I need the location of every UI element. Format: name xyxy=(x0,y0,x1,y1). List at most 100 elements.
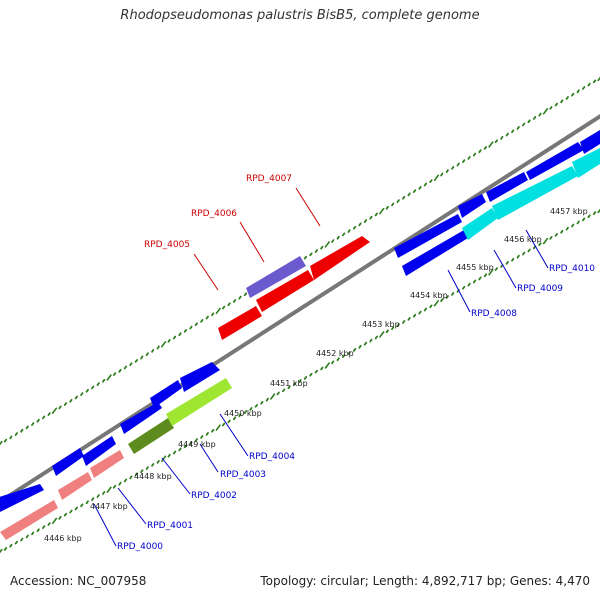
scale-tick xyxy=(309,252,313,257)
scale-tick xyxy=(183,328,188,333)
scale-tick xyxy=(500,135,504,140)
gene-arrow[interactable] xyxy=(0,500,58,540)
scale-tick xyxy=(265,397,269,402)
gene-arrow[interactable] xyxy=(572,148,600,178)
genome-summary-text: Topology: circular; Length: 4,892,717 bp… xyxy=(260,574,590,588)
gene-arrow[interactable] xyxy=(166,378,232,426)
scale-tick xyxy=(63,402,68,406)
gene-arrow[interactable] xyxy=(580,130,600,154)
scale-label: 4452 kbp xyxy=(316,349,354,358)
gene-arrow[interactable] xyxy=(180,362,220,392)
scale-tick xyxy=(374,212,379,217)
gene-label-rpd-4006[interactable]: RPD_4006 xyxy=(191,209,237,219)
scale-tick xyxy=(3,547,8,551)
scale-tick xyxy=(423,307,428,312)
gene-label-rpd-4004[interactable]: RPD_4004 xyxy=(249,452,295,462)
scale-tick xyxy=(418,185,422,190)
scale-label: 4454 kbp xyxy=(410,291,448,300)
scale-tick xyxy=(331,360,335,365)
scale-tick xyxy=(215,307,221,315)
gene-arrow[interactable] xyxy=(462,208,498,240)
gene-label-rpd-4000[interactable]: RPD_4000 xyxy=(117,542,163,552)
scale-tick xyxy=(461,159,466,164)
scale-tick xyxy=(571,92,575,97)
gene-label-rpd-4002[interactable]: RPD_4002 xyxy=(191,491,237,501)
gene-arrow[interactable] xyxy=(82,436,116,466)
scale-tick xyxy=(31,422,35,426)
scale-tick xyxy=(401,195,406,200)
scale-tick xyxy=(532,116,537,120)
scale-label: 4451 kbp xyxy=(270,379,308,388)
scale-tick xyxy=(112,484,117,489)
gene-arrow[interactable] xyxy=(402,230,468,276)
gene-arrow[interactable] xyxy=(120,402,162,434)
gene-label-rpd-4009[interactable]: RPD_4009 xyxy=(517,284,563,294)
scale-tick xyxy=(309,372,313,377)
scale-tick xyxy=(505,132,509,137)
gene-arrow[interactable] xyxy=(0,484,44,512)
gene-label-rpd-4010[interactable]: RPD_4010 xyxy=(549,264,595,274)
scale-tick xyxy=(118,481,122,486)
scale-tick xyxy=(396,199,400,204)
scale-tick xyxy=(440,172,444,177)
scale-tick xyxy=(511,257,515,262)
scale-label: 4450 kbp xyxy=(224,409,262,418)
scale-tick xyxy=(407,192,411,197)
scale-tick xyxy=(36,528,40,533)
scale-tick xyxy=(412,189,417,194)
scale-tick xyxy=(347,351,351,355)
gene-arrow[interactable] xyxy=(128,418,174,454)
gene-label-rpd-4003[interactable]: RPD_4003 xyxy=(220,470,266,480)
scale-tick xyxy=(358,222,362,227)
scale-tick xyxy=(151,348,155,353)
scale-tick xyxy=(205,431,209,436)
scale-tick xyxy=(156,345,160,350)
gene-arrow[interactable] xyxy=(526,142,584,180)
scale-tick xyxy=(238,413,242,418)
gene-arrow[interactable] xyxy=(310,236,370,280)
gene-label-rpd-4007[interactable]: RPD_4007 xyxy=(246,174,292,184)
scale-tick xyxy=(200,318,204,323)
scale-tick xyxy=(145,352,149,357)
scale-tick xyxy=(249,407,253,411)
scale-tick xyxy=(106,374,112,381)
scale-tick xyxy=(211,312,215,317)
scale-tick xyxy=(483,145,488,150)
scale-tick xyxy=(532,245,537,250)
gene-arrow[interactable] xyxy=(486,172,528,202)
scale-tick xyxy=(96,494,100,498)
gene-arrow[interactable] xyxy=(90,450,124,478)
scale-tick xyxy=(587,82,591,87)
gene-arrow[interactable] xyxy=(256,270,314,312)
gene-arrow[interactable] xyxy=(52,448,84,476)
scale-tick xyxy=(592,211,597,216)
scale-tick xyxy=(385,329,389,334)
scale-tick xyxy=(363,219,368,223)
scale-tick xyxy=(14,432,19,436)
gene-label-rpd-4008[interactable]: RPD_4008 xyxy=(471,309,517,319)
gene-arrow[interactable] xyxy=(246,256,306,298)
scale-tick xyxy=(461,285,466,290)
scale-tick xyxy=(260,400,264,405)
gene-arrow[interactable] xyxy=(394,214,462,258)
scale-label: 4457 kbp xyxy=(550,207,588,216)
gene-label-rpd-4001[interactable]: RPD_4001 xyxy=(147,521,193,531)
scale-tick xyxy=(42,525,46,529)
gene-arrow[interactable] xyxy=(150,380,182,408)
scale-tick xyxy=(85,500,89,505)
callout-lines xyxy=(93,187,549,547)
scale-tick xyxy=(433,174,440,181)
gene-arrow[interactable] xyxy=(218,306,262,340)
scale-tick xyxy=(472,152,477,157)
gene-arrow[interactable] xyxy=(492,166,578,220)
scale-tick xyxy=(172,335,177,340)
gene-arrow[interactable] xyxy=(58,472,92,500)
scale-tick xyxy=(167,453,171,458)
scale-tick xyxy=(134,358,139,363)
scale-tick xyxy=(123,478,128,483)
scale-tick xyxy=(281,388,286,393)
scale-tick xyxy=(134,472,139,477)
scale-tick xyxy=(172,450,177,455)
gene-label-rpd-4005[interactable]: RPD_4005 xyxy=(144,240,190,250)
gene-arrow[interactable] xyxy=(458,194,486,218)
